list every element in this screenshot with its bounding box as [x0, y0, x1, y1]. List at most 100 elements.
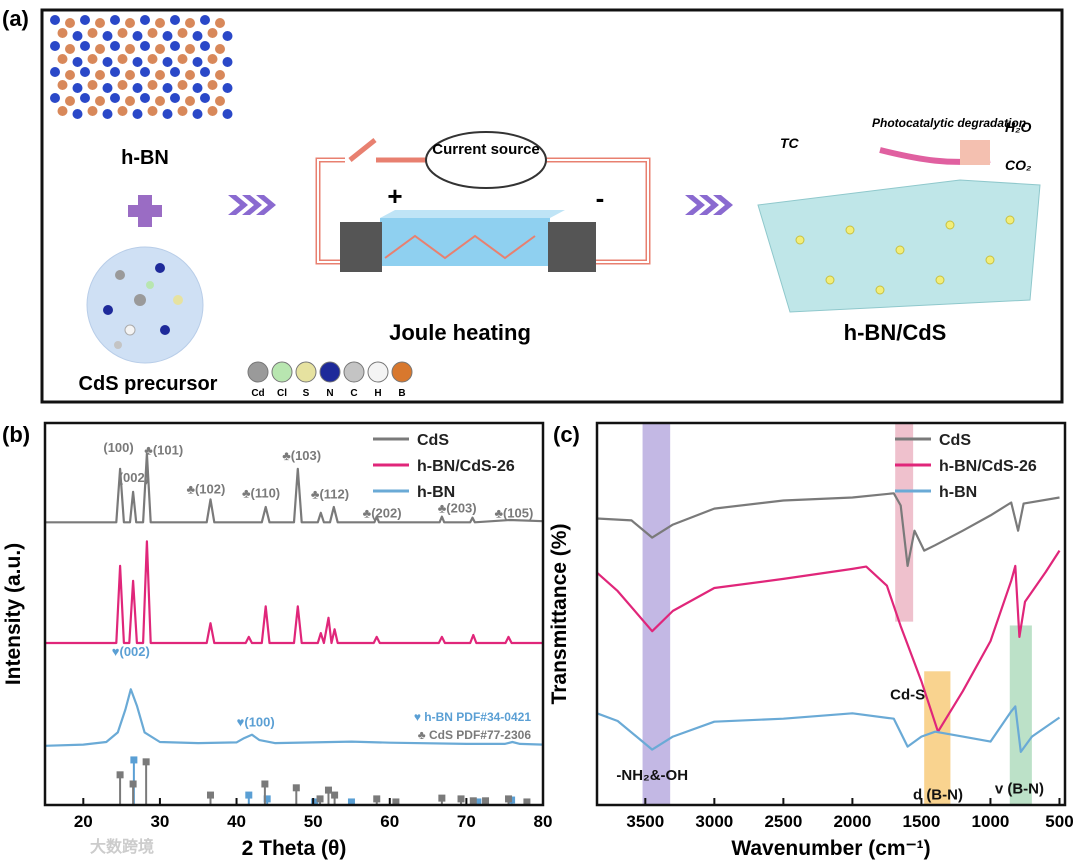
lattice-atom [207, 54, 218, 64]
lattice-atom [177, 106, 188, 116]
peak-label: ♥(002) [112, 644, 150, 659]
lattice-atom [125, 70, 135, 80]
reference-marker [469, 797, 477, 805]
plot-frame [43, 421, 545, 807]
lattice-atom [110, 41, 120, 51]
x-tick-label: 60 [380, 812, 399, 831]
atom-label: Cd [251, 388, 264, 399]
source-label: Current source [432, 141, 540, 158]
lattice-atom [192, 31, 203, 41]
lattice-atom [125, 18, 135, 28]
lattice-atom [87, 80, 98, 90]
atom-ball [343, 361, 365, 383]
reference-marker [392, 798, 400, 806]
peak-label: ♣(203) [438, 500, 477, 515]
lattice-atom [155, 44, 165, 54]
x-tick-label: 1000 [972, 812, 1010, 831]
reference-marker [331, 791, 339, 799]
reference-marker [505, 795, 513, 803]
lattice-atom [132, 109, 143, 119]
peak-label: ♣(101) [144, 442, 183, 457]
x-tick-label: 40 [227, 812, 246, 831]
legend-label: h-BN/CdS-26 [939, 458, 1037, 475]
lattice-atom [72, 109, 83, 119]
lattice-atom [57, 80, 68, 90]
lattice-atom [140, 41, 150, 51]
reference-marker [311, 798, 319, 806]
tc-label: TC [780, 135, 800, 151]
h2o-label: H₂O [1005, 119, 1031, 135]
lattice-atom [125, 96, 135, 106]
reference-marker [292, 784, 300, 792]
series-line [596, 705, 1061, 753]
lattice-atom [185, 18, 195, 28]
lattice-atom [170, 67, 180, 77]
series-line [45, 540, 543, 645]
reference-marker [129, 780, 137, 788]
peak-label: (100) [103, 440, 133, 455]
panel-label: (a) [2, 6, 29, 31]
series-line [596, 550, 1061, 733]
panel-frame [40, 8, 1064, 404]
lattice-atom [65, 96, 75, 106]
plus-sign: + [387, 181, 402, 211]
lattice-atom [50, 41, 60, 51]
source-ellipse [425, 131, 547, 189]
lattice-atom [65, 18, 75, 28]
lattice-atom [140, 93, 150, 103]
x-axis-title: Wavenumber (cm⁻¹) [731, 837, 930, 860]
reference-marker [457, 795, 465, 803]
legend-label: h-BN [417, 484, 455, 501]
lattice-atom [72, 31, 83, 41]
lattice-atom [87, 106, 98, 116]
lattice-atom [215, 18, 225, 28]
x-axis-title: 2 Theta (θ) [242, 837, 347, 860]
lattice-atom [155, 96, 165, 106]
cds-particles [795, 215, 1015, 295]
atom-label: S [303, 388, 310, 399]
arrow-chevrons [228, 195, 733, 215]
y-axis-title: Intensity (a.u.) [2, 543, 25, 685]
co2-label: CO₂ [1005, 157, 1031, 173]
atom-ball [295, 361, 317, 383]
lattice-atom [57, 28, 68, 38]
lattice-atom [200, 93, 210, 103]
peak-label: ♣(112) [311, 486, 349, 501]
reference-marker [261, 780, 269, 788]
series-line [44, 688, 544, 747]
lattice-atom [140, 67, 150, 77]
lattice-atom [132, 57, 143, 67]
lattice-atom [162, 57, 173, 67]
reference-marker [438, 794, 446, 802]
band-label: Cd-S [890, 687, 925, 704]
hbn-lattice [50, 15, 233, 119]
reference-legend: ♣ CdS PDF#77-2306 [418, 728, 532, 742]
band [895, 423, 914, 622]
lattice-atom [95, 18, 105, 28]
lattice-atom [65, 44, 75, 54]
lattice-atom [80, 41, 90, 51]
lattice-atom [117, 106, 128, 116]
reference-marker [523, 798, 531, 806]
x-tick-label: 70 [457, 812, 476, 831]
reference-marker [142, 758, 150, 766]
minus-sign: - [596, 183, 605, 213]
x-tick-label: 500 [1045, 812, 1073, 831]
lattice-atom [110, 93, 120, 103]
reference-marker [316, 795, 324, 803]
lattice-atom [192, 83, 203, 93]
lattice-atom [155, 70, 165, 80]
x-tick-label: 1500 [903, 812, 941, 831]
lattice-atom [57, 54, 68, 64]
product-box [960, 140, 990, 165]
lattice-atom [222, 57, 233, 67]
lattice-atom [132, 31, 143, 41]
lattice-atom [162, 109, 173, 119]
lattice-atom [222, 31, 233, 41]
atom-label: C [350, 388, 357, 399]
lattice-atom [200, 41, 210, 51]
lattice-atom [95, 96, 105, 106]
lattice-atom [185, 96, 195, 106]
lattice-atom [222, 83, 233, 93]
